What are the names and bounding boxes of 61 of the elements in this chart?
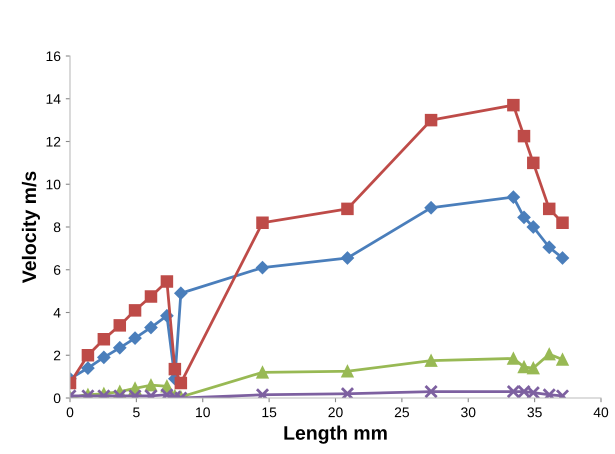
y-tick-label: 10 [46,180,60,190]
point [507,352,520,365]
point [128,304,142,317]
point [424,114,438,126]
point [527,156,540,170]
point [556,251,570,265]
point [98,332,110,346]
point [174,286,188,300]
point [424,384,438,398]
point [542,348,556,360]
point [82,349,94,362]
point [518,130,530,142]
y-tick-label: 14 [46,94,61,104]
point [556,216,569,229]
x-axis-title: Length mm [284,426,387,444]
point [128,332,142,345]
x-tick-label: 35 [527,407,542,418]
x-tick-label: 30 [461,407,476,418]
point [168,362,182,376]
point [114,319,126,332]
x-tick-label: 20 [328,407,343,418]
point [144,320,158,334]
point [506,190,520,204]
y-tick-label: 4 [54,308,61,318]
point [340,251,354,265]
x-tick-label: 25 [394,407,410,418]
point [144,378,158,392]
point [542,240,556,254]
point [556,353,569,366]
y-axis-title: Velocity m/s [22,172,40,284]
point [256,261,270,274]
y-tick-label: 0 [54,393,60,404]
point [174,376,188,390]
point [424,354,438,367]
point [113,341,126,354]
x-tick-label: 40 [594,407,608,418]
point [341,365,354,378]
x-tick-label: 15 [262,408,276,418]
point [160,275,174,288]
point [256,216,269,229]
point [97,350,110,364]
point [527,362,540,374]
point [507,98,520,112]
point [542,202,556,216]
x-tick-label: 0 [66,407,74,418]
x-tick-label: 10 [196,407,210,418]
point [144,290,158,303]
point [341,202,354,216]
y-tick-label: 8 [54,222,60,232]
y-tick-label: 2 [54,350,60,360]
point [340,386,354,398]
y-tick-label: 16 [46,51,60,62]
point [81,361,95,375]
point [526,220,540,234]
point [517,210,531,224]
point [256,366,269,379]
point [424,201,438,214]
y-tick-label: 12 [46,136,60,147]
x-tick-label: 5 [133,408,140,418]
point [518,360,530,374]
y-tick-label: 6 [54,265,60,275]
